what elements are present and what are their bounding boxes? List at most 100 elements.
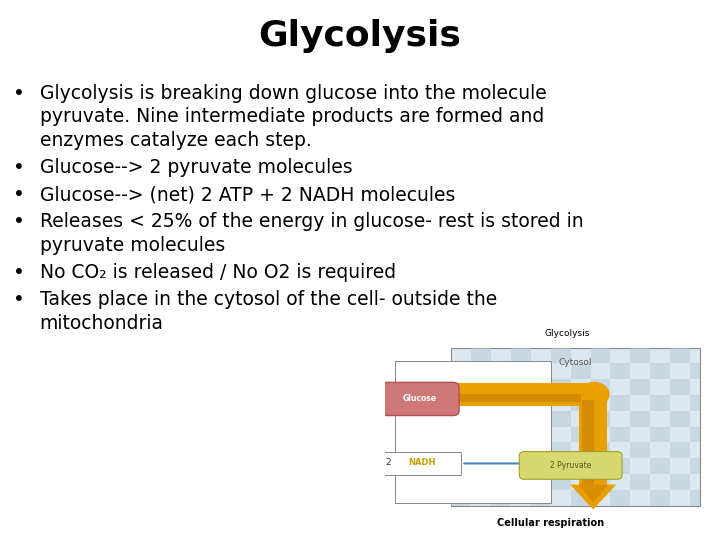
Text: Glucose--> (net) 2 ATP + 2 NADH molecules: Glucose--> (net) 2 ATP + 2 NADH molecule… bbox=[40, 185, 455, 204]
Text: Glycolysis: Glycolysis bbox=[544, 329, 590, 338]
Bar bbox=[670, 379, 690, 395]
Bar bbox=[590, 348, 611, 363]
Bar bbox=[451, 490, 472, 505]
Text: 2 Pyruvate: 2 Pyruvate bbox=[550, 461, 591, 470]
Bar bbox=[582, 400, 593, 484]
Bar bbox=[690, 395, 700, 411]
Bar bbox=[690, 458, 700, 474]
Bar bbox=[511, 474, 531, 490]
Bar bbox=[551, 348, 571, 363]
Bar bbox=[630, 442, 650, 458]
Text: Cytosol: Cytosol bbox=[559, 358, 593, 367]
Text: •: • bbox=[13, 158, 24, 177]
Bar bbox=[670, 348, 690, 363]
Bar bbox=[451, 363, 472, 379]
Text: 2: 2 bbox=[385, 458, 391, 468]
Text: Glucose: Glucose bbox=[403, 394, 437, 403]
Bar bbox=[435, 383, 594, 406]
Text: •: • bbox=[13, 212, 24, 231]
FancyBboxPatch shape bbox=[519, 451, 622, 480]
Bar bbox=[551, 411, 571, 427]
Bar bbox=[511, 348, 531, 363]
Text: mitochondria: mitochondria bbox=[40, 314, 163, 333]
Bar bbox=[650, 427, 670, 442]
Bar bbox=[369, 451, 462, 475]
Bar bbox=[611, 363, 630, 379]
Bar bbox=[571, 458, 590, 474]
Bar bbox=[690, 490, 700, 505]
Bar bbox=[690, 427, 700, 442]
Bar bbox=[571, 395, 590, 411]
Bar bbox=[571, 427, 590, 442]
Bar bbox=[395, 361, 551, 503]
Bar bbox=[551, 442, 571, 458]
Bar bbox=[531, 363, 551, 379]
Bar bbox=[451, 395, 472, 411]
Bar bbox=[650, 395, 670, 411]
Text: Releases < 25% of the energy in glucose- rest is stored in: Releases < 25% of the energy in glucose-… bbox=[40, 212, 583, 231]
Text: •: • bbox=[13, 290, 24, 309]
Bar bbox=[630, 474, 650, 490]
Bar bbox=[630, 379, 650, 395]
Bar bbox=[590, 379, 611, 395]
Text: •: • bbox=[13, 84, 24, 103]
Bar bbox=[491, 363, 511, 379]
Text: Cellular respiration: Cellular respiration bbox=[498, 518, 604, 528]
Bar bbox=[611, 490, 630, 505]
Bar bbox=[551, 379, 571, 395]
Text: pyruvate molecules: pyruvate molecules bbox=[40, 236, 225, 255]
Text: •: • bbox=[13, 185, 24, 204]
Bar bbox=[458, 394, 580, 402]
Bar bbox=[670, 411, 690, 427]
Bar bbox=[511, 411, 531, 427]
Bar bbox=[630, 411, 650, 427]
Bar bbox=[670, 442, 690, 458]
Bar bbox=[531, 458, 551, 474]
Bar bbox=[650, 363, 670, 379]
Bar bbox=[511, 379, 531, 395]
Bar bbox=[472, 379, 491, 395]
Polygon shape bbox=[570, 484, 616, 510]
Bar bbox=[670, 474, 690, 490]
Bar bbox=[531, 490, 551, 505]
Bar bbox=[511, 442, 531, 458]
Bar bbox=[579, 394, 607, 484]
Polygon shape bbox=[578, 484, 608, 503]
Bar bbox=[472, 411, 491, 427]
Circle shape bbox=[578, 382, 610, 407]
Bar bbox=[472, 348, 491, 363]
Bar bbox=[590, 442, 611, 458]
Bar bbox=[531, 427, 551, 442]
Bar bbox=[611, 395, 630, 411]
Text: •: • bbox=[13, 263, 24, 282]
Text: NADH: NADH bbox=[408, 458, 436, 468]
Bar bbox=[571, 490, 590, 505]
Bar bbox=[451, 348, 700, 505]
Bar bbox=[630, 348, 650, 363]
Bar bbox=[491, 458, 511, 474]
Bar bbox=[491, 395, 511, 411]
Text: pyruvate. Nine intermediate products are formed and: pyruvate. Nine intermediate products are… bbox=[40, 107, 544, 126]
Text: Takes place in the cytosol of the cell- outside the: Takes place in the cytosol of the cell- … bbox=[40, 290, 497, 309]
Bar bbox=[590, 474, 611, 490]
Bar bbox=[690, 363, 700, 379]
Text: Glycolysis: Glycolysis bbox=[258, 19, 462, 53]
Bar bbox=[611, 458, 630, 474]
Bar bbox=[472, 474, 491, 490]
Text: No CO₂ is released / No O2 is required: No CO₂ is released / No O2 is required bbox=[40, 263, 396, 282]
Bar bbox=[611, 427, 630, 442]
Bar bbox=[451, 427, 472, 442]
Bar bbox=[531, 395, 551, 411]
Bar bbox=[472, 442, 491, 458]
Bar bbox=[571, 363, 590, 379]
Bar bbox=[650, 458, 670, 474]
Text: Glucose--> 2 pyruvate molecules: Glucose--> 2 pyruvate molecules bbox=[40, 158, 352, 177]
FancyBboxPatch shape bbox=[381, 382, 459, 416]
Text: enzymes catalyze each step.: enzymes catalyze each step. bbox=[40, 131, 311, 150]
Bar bbox=[451, 458, 472, 474]
Bar bbox=[650, 490, 670, 505]
Bar bbox=[491, 490, 511, 505]
Bar bbox=[491, 427, 511, 442]
Bar bbox=[590, 411, 611, 427]
Text: Glycolysis is breaking down glucose into the molecule: Glycolysis is breaking down glucose into… bbox=[40, 84, 546, 103]
